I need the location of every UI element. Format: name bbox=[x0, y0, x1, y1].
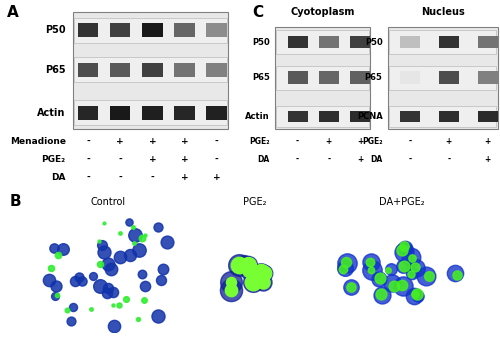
Text: -: - bbox=[150, 173, 154, 182]
Polygon shape bbox=[174, 63, 195, 77]
Text: -: - bbox=[118, 173, 122, 182]
FancyBboxPatch shape bbox=[74, 57, 227, 82]
Polygon shape bbox=[78, 23, 98, 37]
Polygon shape bbox=[110, 63, 130, 77]
Text: P65: P65 bbox=[45, 65, 66, 75]
Text: PGE₂: PGE₂ bbox=[243, 197, 266, 207]
Text: -: - bbox=[214, 155, 218, 164]
Polygon shape bbox=[288, 110, 308, 122]
Text: +: + bbox=[357, 155, 363, 164]
Polygon shape bbox=[439, 36, 459, 48]
Polygon shape bbox=[206, 23, 227, 37]
Polygon shape bbox=[478, 36, 498, 48]
Text: Control: Control bbox=[90, 197, 126, 207]
Text: A: A bbox=[7, 5, 19, 20]
Polygon shape bbox=[174, 106, 195, 120]
Text: C: C bbox=[252, 5, 264, 20]
Text: +: + bbox=[116, 137, 124, 146]
FancyBboxPatch shape bbox=[389, 106, 496, 127]
Text: -: - bbox=[408, 137, 412, 146]
Text: +: + bbox=[180, 155, 188, 164]
Text: DA: DA bbox=[370, 155, 382, 164]
Polygon shape bbox=[142, 23, 163, 37]
Text: -: - bbox=[296, 155, 299, 164]
Polygon shape bbox=[288, 71, 308, 84]
Polygon shape bbox=[319, 110, 339, 122]
Polygon shape bbox=[288, 36, 308, 48]
Polygon shape bbox=[439, 71, 459, 84]
Polygon shape bbox=[350, 71, 370, 84]
Polygon shape bbox=[478, 110, 498, 122]
Text: Actin: Actin bbox=[246, 112, 270, 121]
Text: +: + bbox=[446, 137, 452, 146]
Text: +: + bbox=[326, 137, 332, 146]
Text: +: + bbox=[484, 137, 490, 146]
Text: -: - bbox=[327, 155, 330, 164]
Polygon shape bbox=[439, 110, 459, 122]
Text: PGE₂: PGE₂ bbox=[362, 137, 382, 146]
Text: +: + bbox=[212, 173, 220, 182]
Text: DA+PGE₂: DA+PGE₂ bbox=[379, 197, 424, 207]
Polygon shape bbox=[206, 63, 227, 77]
Polygon shape bbox=[319, 36, 339, 48]
Text: P50: P50 bbox=[365, 38, 382, 47]
Text: Actin: Actin bbox=[38, 108, 66, 118]
Text: P50: P50 bbox=[45, 26, 66, 35]
FancyBboxPatch shape bbox=[74, 18, 227, 43]
Polygon shape bbox=[206, 106, 227, 120]
Polygon shape bbox=[110, 106, 130, 120]
Text: +: + bbox=[357, 137, 363, 146]
Text: P50: P50 bbox=[252, 38, 270, 47]
Polygon shape bbox=[110, 23, 130, 37]
Text: -: - bbox=[447, 155, 450, 164]
Polygon shape bbox=[350, 36, 370, 48]
Text: Cyotoplasm: Cyotoplasm bbox=[290, 8, 354, 17]
Text: P65: P65 bbox=[364, 73, 382, 82]
Polygon shape bbox=[400, 71, 420, 84]
Polygon shape bbox=[400, 110, 420, 122]
FancyBboxPatch shape bbox=[74, 100, 227, 126]
Text: -: - bbox=[118, 155, 122, 164]
Polygon shape bbox=[142, 63, 163, 77]
Text: P65: P65 bbox=[252, 73, 270, 82]
Text: PGE₂: PGE₂ bbox=[42, 155, 66, 164]
Text: PCNA: PCNA bbox=[357, 112, 382, 121]
FancyBboxPatch shape bbox=[389, 66, 496, 90]
FancyBboxPatch shape bbox=[276, 30, 369, 54]
Text: -: - bbox=[86, 155, 90, 164]
Polygon shape bbox=[142, 106, 163, 120]
FancyBboxPatch shape bbox=[388, 27, 498, 129]
Text: -: - bbox=[86, 173, 90, 182]
Text: +: + bbox=[484, 155, 490, 164]
Text: B: B bbox=[10, 194, 22, 209]
Text: -: - bbox=[86, 137, 90, 146]
Text: +: + bbox=[148, 155, 156, 164]
Polygon shape bbox=[400, 36, 420, 48]
Text: -: - bbox=[296, 137, 299, 146]
Text: -: - bbox=[214, 137, 218, 146]
Text: DA: DA bbox=[258, 155, 270, 164]
Text: +: + bbox=[180, 173, 188, 182]
FancyBboxPatch shape bbox=[72, 12, 228, 129]
Text: -: - bbox=[408, 155, 412, 164]
Text: +: + bbox=[148, 137, 156, 146]
Polygon shape bbox=[319, 71, 339, 84]
FancyBboxPatch shape bbox=[276, 106, 369, 127]
Text: +: + bbox=[180, 137, 188, 146]
Text: PGE₂: PGE₂ bbox=[250, 137, 270, 146]
FancyBboxPatch shape bbox=[276, 66, 369, 90]
Text: Menadione: Menadione bbox=[10, 137, 66, 146]
Polygon shape bbox=[350, 110, 370, 122]
Text: Nucleus: Nucleus bbox=[420, 8, 465, 17]
Text: DA: DA bbox=[52, 173, 66, 182]
Polygon shape bbox=[78, 63, 98, 77]
FancyBboxPatch shape bbox=[275, 27, 370, 129]
Polygon shape bbox=[478, 71, 498, 84]
FancyBboxPatch shape bbox=[389, 30, 496, 54]
Polygon shape bbox=[174, 23, 195, 37]
Polygon shape bbox=[78, 106, 98, 120]
